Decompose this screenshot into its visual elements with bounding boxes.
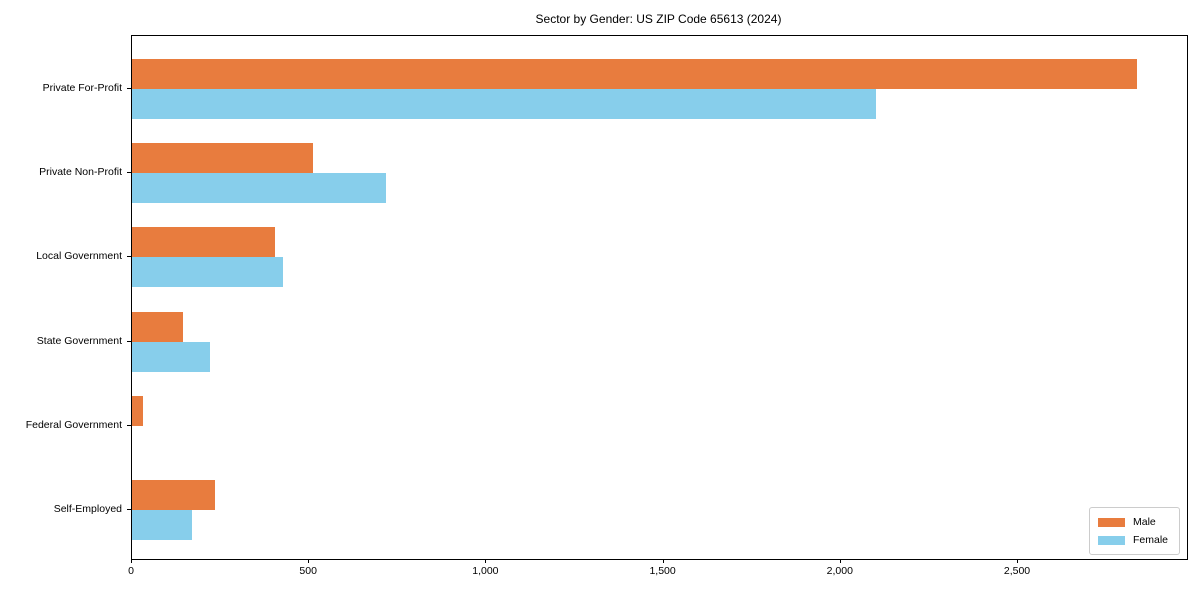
- bar-male-private-for-profit: [132, 59, 1137, 90]
- xtick-label-2,000: 2,000: [826, 565, 853, 577]
- bar-female-self-employed: [132, 509, 192, 540]
- ytick-label-local-government: Local Government: [36, 250, 122, 263]
- ytick-label-self-employed: Self-Employed: [53, 502, 122, 515]
- xtick-mark-1,500: [662, 559, 664, 563]
- xtick-mark-2,000: [839, 559, 841, 563]
- ytick-label-private-non-profit: Private Non-Profit: [39, 166, 122, 179]
- bar-male-local-government: [132, 227, 275, 258]
- bar-male-private-non-profit: [132, 143, 313, 174]
- legend: Male Female: [1089, 507, 1180, 555]
- xtick-label-0: 0: [128, 565, 134, 577]
- ytick-mark-self-employed: [127, 508, 131, 510]
- xtick-mark-2,500: [1017, 559, 1018, 563]
- ytick-mark-private-non-profit: [127, 172, 131, 174]
- bar-male-self-employed: [132, 479, 216, 510]
- xtick-label-1,500: 1,500: [649, 565, 676, 577]
- xtick-mark-0: [131, 559, 132, 563]
- xtick-label-1,000: 1,000: [472, 565, 499, 577]
- xtick-label-2,500: 2,500: [1003, 565, 1031, 577]
- xtick-mark-1,000: [485, 559, 487, 563]
- ytick-mark-local-government: [127, 256, 131, 258]
- legend-entry-female: Female: [1098, 531, 1171, 549]
- bar-female-local-government: [132, 257, 283, 288]
- bar-female-state-government: [132, 341, 210, 372]
- female-swatch: [1098, 535, 1125, 545]
- legend-label-male: Male: [1133, 516, 1156, 528]
- xtick-mark-500: [308, 559, 310, 563]
- plot-area: [131, 35, 1188, 560]
- ytick-mark-state-government: [127, 340, 131, 342]
- ytick-label-private-for-profit: Private For-Profit: [42, 82, 122, 95]
- ytick-mark-private-for-profit: [127, 88, 131, 90]
- bar-female-private-for-profit: [132, 89, 877, 120]
- xtick-label-500: 500: [299, 565, 317, 577]
- ytick-mark-federal-government: [127, 424, 131, 426]
- bar-female-private-non-profit: [132, 173, 387, 204]
- male-swatch: [1098, 517, 1125, 527]
- legend-label-female: Female: [1133, 534, 1169, 546]
- chart-title: Sector by Gender: US ZIP Code 65613 (202…: [535, 12, 782, 26]
- ytick-label-federal-government: Federal Government: [25, 418, 122, 431]
- ytick-label-state-government: State Government: [36, 334, 122, 347]
- legend-entry-male: Male: [1098, 513, 1171, 531]
- bar-male-federal-government: [132, 395, 144, 426]
- bar-male-state-government: [132, 311, 183, 342]
